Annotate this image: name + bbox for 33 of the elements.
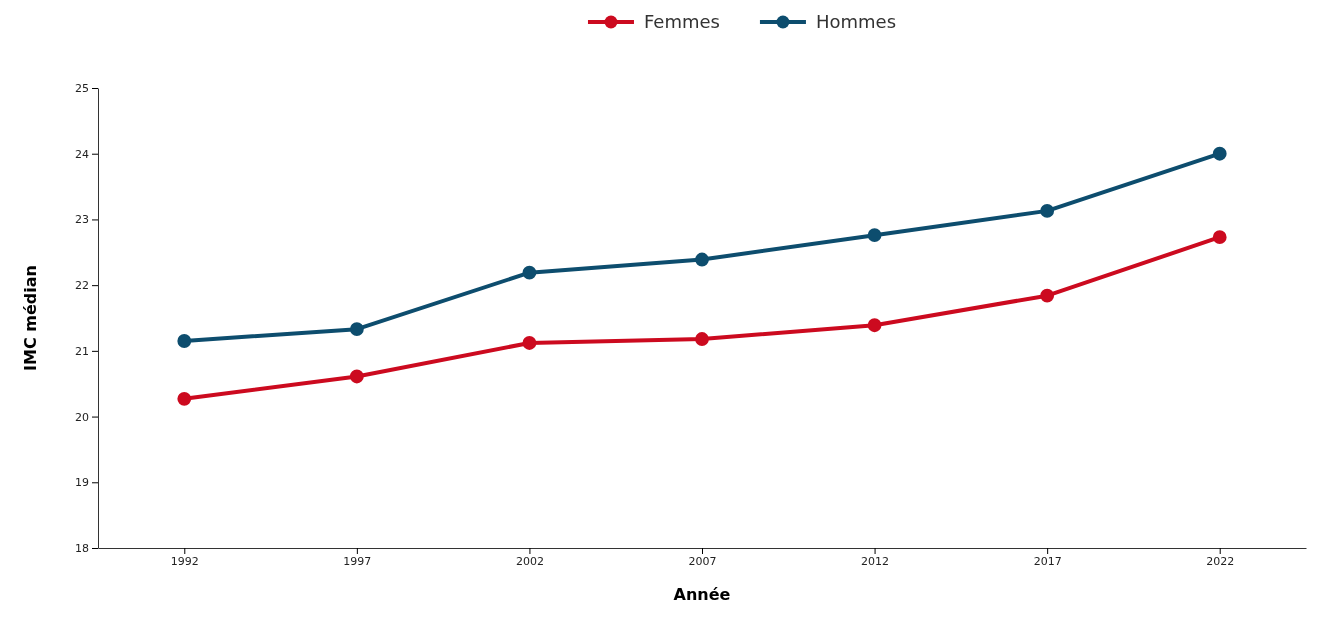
- point: [177, 334, 192, 348]
- y-tick-label: 20: [75, 410, 89, 424]
- x-axis-title: Année: [673, 585, 731, 604]
- point: [695, 332, 709, 346]
- point: [1040, 288, 1055, 303]
- y-tick-label: 25: [75, 82, 89, 96]
- point: [349, 322, 364, 337]
- y-tick-label: 24: [75, 147, 89, 161]
- x-tick-label: 1992: [170, 554, 199, 568]
- x-tick-label: 2002: [515, 554, 544, 568]
- point: [867, 318, 882, 333]
- point: [177, 391, 192, 406]
- x-tick-label: 2007: [688, 554, 717, 568]
- legend-label: Femmes: [643, 11, 720, 32]
- point: [695, 252, 709, 267]
- point: [522, 265, 537, 280]
- point: [1040, 203, 1055, 218]
- point: [349, 369, 364, 384]
- y-tick-label: 23: [75, 213, 89, 227]
- y-axis-title: IMC médian: [21, 265, 40, 371]
- x-tick-label: 2022: [1206, 554, 1235, 568]
- point: [1212, 146, 1227, 161]
- point: [1212, 230, 1227, 245]
- point: [867, 228, 882, 243]
- x-tick-label: 2017: [1033, 554, 1062, 568]
- y-tick-label: 21: [75, 344, 89, 358]
- x-tick-label: 2012: [861, 554, 890, 568]
- y-tick-label: 22: [75, 279, 89, 293]
- x-tick-label: 1997: [343, 554, 372, 568]
- legend-label: Hommes: [815, 11, 897, 32]
- point: [522, 336, 537, 350]
- y-tick-label: 18: [75, 542, 89, 556]
- y-tick-label: 19: [75, 476, 89, 490]
